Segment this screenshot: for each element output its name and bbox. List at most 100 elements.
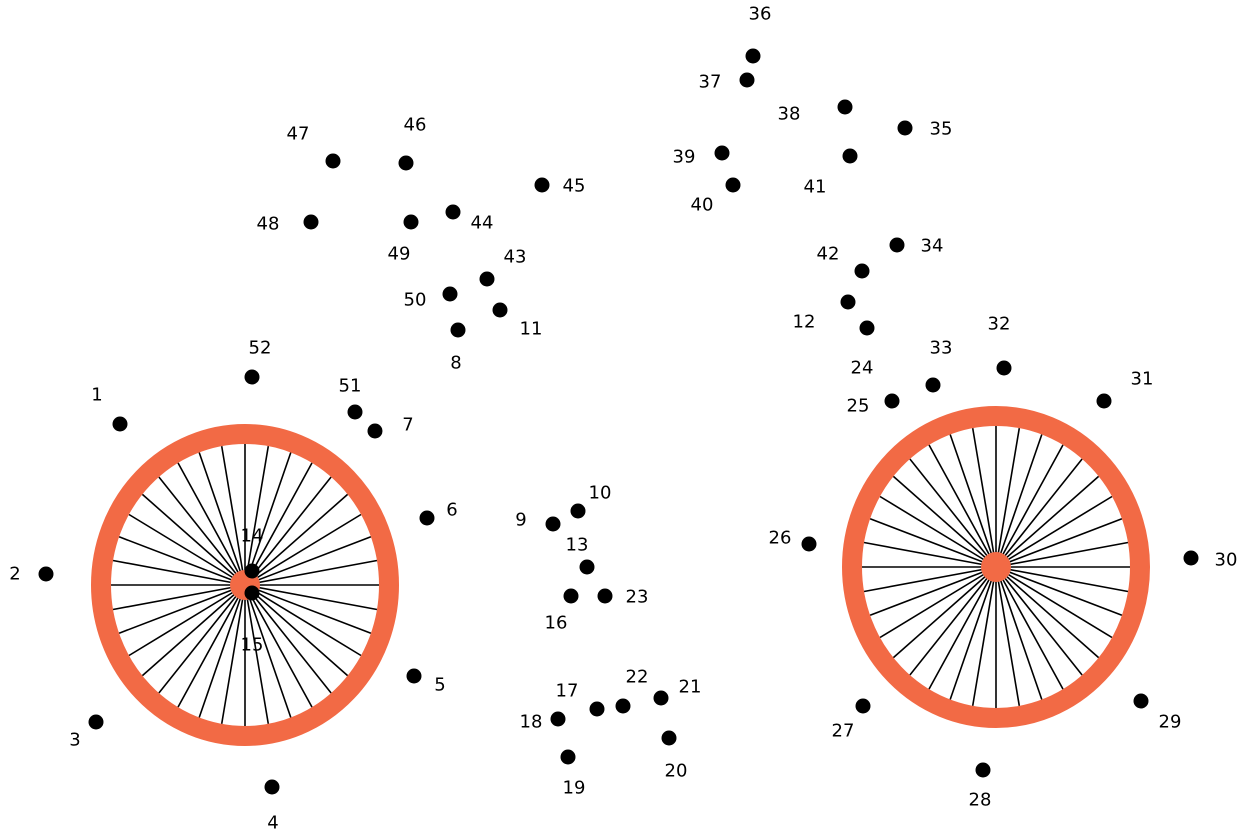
left-wheel-spoke [244, 452, 292, 586]
left-wheel-spoke [112, 584, 246, 611]
left-wheel-spoke [141, 493, 246, 586]
dot-3 [88, 714, 104, 730]
dot-number-16: 16 [545, 613, 568, 634]
dot-number-17: 17 [556, 681, 579, 702]
dot-9 [545, 516, 561, 532]
dot-48 [303, 214, 319, 230]
dot-number-7: 7 [402, 415, 413, 436]
dot-31 [1096, 393, 1112, 409]
right-wheel-spoke [971, 427, 997, 568]
right-wheel-spoke [928, 566, 997, 690]
right-wheel-spoke [995, 566, 1129, 593]
dot-number-50: 50 [404, 290, 427, 311]
dot-32 [996, 360, 1012, 376]
dot-number-23: 23 [626, 587, 649, 608]
dot-number-51: 51 [339, 376, 362, 397]
dot-number-1: 1 [91, 385, 102, 406]
left-wheel-spoke [112, 559, 246, 586]
dot-34 [889, 237, 905, 253]
dot-number-15: 15 [241, 635, 264, 656]
left-wheel-spoke [128, 584, 246, 657]
dot-12 [840, 294, 856, 310]
right-wheel-spoke [995, 566, 1113, 639]
dot-number-9: 9 [515, 510, 526, 531]
right-wheel-spoke [995, 566, 1083, 676]
left-wheel-spoke [244, 493, 349, 586]
right-wheel-spoke [995, 566, 1100, 659]
left-wheel-spoke [244, 445, 270, 586]
left-wheel-spoke [244, 462, 313, 586]
dot-number-11: 11 [520, 319, 543, 340]
dot-22 [615, 698, 631, 714]
dot-number-3: 3 [69, 730, 80, 751]
dot-43 [479, 271, 495, 287]
dot-number-19: 19 [563, 778, 586, 799]
right-wheel-spoke [928, 444, 997, 568]
dot-number-44: 44 [471, 213, 494, 234]
right-wheel-spoke [909, 458, 997, 568]
dot-20 [661, 730, 677, 746]
dot-23 [597, 588, 613, 604]
right-wheel-hub [981, 552, 1011, 582]
left-wheel-spoke [244, 536, 372, 586]
dot-number-4: 4 [267, 813, 278, 833]
dot-number-49: 49 [388, 244, 411, 265]
left-wheel-rim [91, 424, 399, 746]
right-wheel-spoke [949, 566, 997, 700]
left-wheel-spokes [111, 444, 379, 726]
left-wheel-spoke [198, 452, 246, 586]
dot-6 [419, 510, 435, 526]
dot-number-32: 32 [988, 314, 1011, 335]
left-wheel-spoke [244, 559, 378, 586]
dot-number-27: 27 [832, 721, 855, 742]
dot-19 [560, 749, 576, 765]
dot-16 [563, 588, 579, 604]
dot-number-26: 26 [769, 528, 792, 549]
right-wheel-spokes [862, 426, 1130, 708]
dot-1 [112, 416, 128, 432]
dot-21 [653, 690, 669, 706]
dot-number-2: 2 [9, 564, 20, 585]
dot-number-14: 14 [241, 526, 264, 547]
left-wheel-spoke [177, 462, 246, 586]
left-wheel-spoke [177, 584, 246, 708]
dot-number-48: 48 [257, 214, 280, 235]
dot-4 [264, 779, 280, 795]
dot-number-41: 41 [804, 177, 827, 198]
left-wheel-spoke [244, 476, 332, 586]
right-wheel-spoke [995, 444, 1064, 568]
dot-number-28: 28 [969, 790, 992, 811]
left-wheel [91, 424, 399, 746]
dot-number-25: 25 [847, 396, 870, 417]
left-wheel-spoke [244, 584, 332, 694]
left-wheel-spoke [244, 513, 362, 586]
dot-5 [406, 668, 422, 684]
right-wheel-spoke [971, 566, 997, 707]
dot-number-36: 36 [749, 4, 772, 25]
right-wheel-spoke [995, 458, 1083, 568]
dot-35 [897, 120, 913, 136]
dot-layer [38, 48, 1199, 795]
dot-number-35: 35 [930, 119, 953, 140]
dot-52 [244, 369, 260, 385]
left-wheel-spoke [128, 513, 246, 586]
left-wheel-spoke [244, 584, 292, 718]
dot-number-45: 45 [563, 176, 586, 197]
dot-number-12: 12 [793, 312, 816, 333]
dot-number-47: 47 [287, 124, 310, 145]
dot-36 [745, 48, 761, 64]
dot-29 [1133, 693, 1149, 709]
dot-number-38: 38 [778, 104, 801, 125]
dot-18 [550, 711, 566, 727]
right-wheel-spoke [995, 518, 1123, 568]
left-wheel-spoke [198, 584, 246, 718]
right-wheel-spoke [995, 566, 1123, 616]
dot-27 [855, 698, 871, 714]
left-wheel-spoke [244, 584, 378, 611]
dot-number-43: 43 [504, 247, 527, 268]
left-wheel-spoke [244, 584, 349, 677]
dot-28 [975, 762, 991, 778]
dot-number-46: 46 [404, 115, 427, 136]
dot-number-37: 37 [699, 72, 722, 93]
